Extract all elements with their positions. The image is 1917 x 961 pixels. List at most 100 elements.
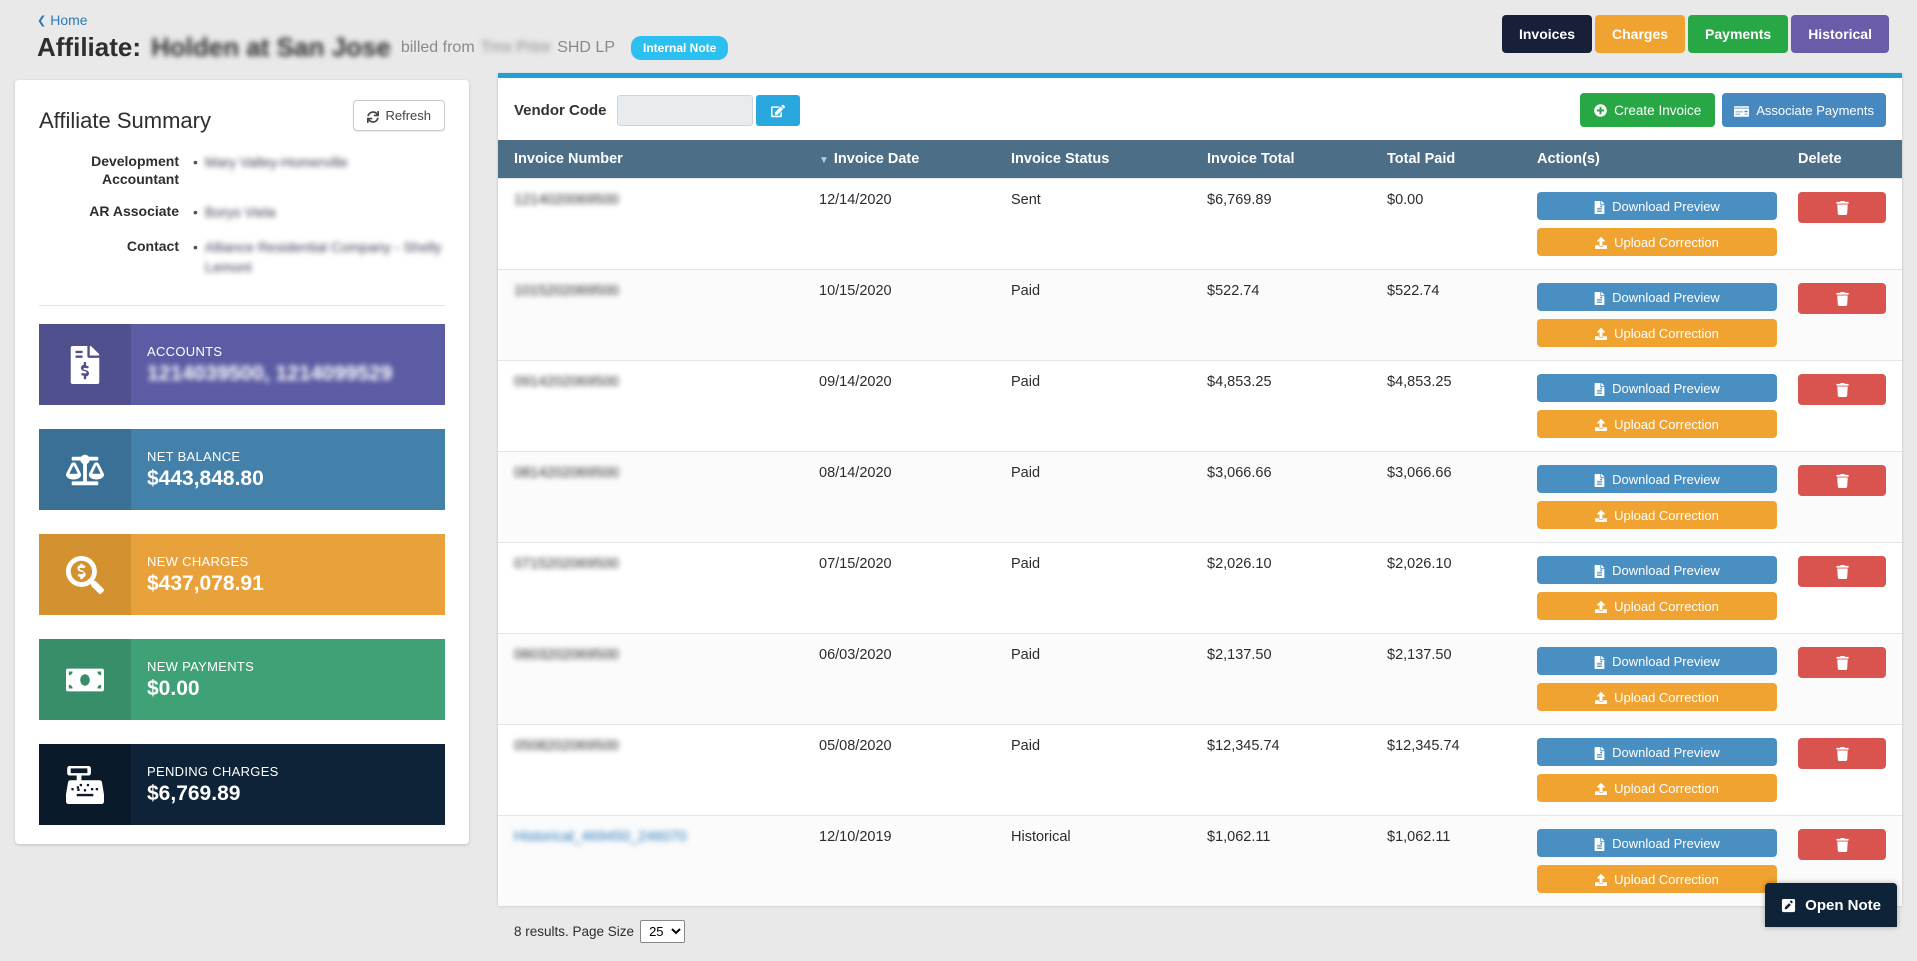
upload-correction-button[interactable]: Upload Correction [1537,592,1777,620]
delete-invoice-button[interactable] [1798,374,1886,405]
invoice-status-cell: Sent [995,178,1191,270]
delete-invoice-button[interactable] [1798,556,1886,587]
field-label: Development Accountant [91,153,179,188]
edit-pencil-icon [770,102,785,117]
file-pdf-icon [1594,380,1605,396]
card-value: $443,848.80 [147,466,264,490]
invoice-date-cell: 08/14/2020 [803,451,995,543]
total-paid-cell: $4,853.25 [1371,360,1521,452]
bullet: • [193,154,198,170]
money-bill-icon [39,639,131,721]
upload-correction-button[interactable]: Upload Correction [1537,865,1777,893]
file-invoice-dollar-icon [39,324,131,406]
col-invoice-total[interactable]: Invoice Total [1191,140,1371,179]
col-invoice-date[interactable]: ▼ Invoice Date [803,140,995,179]
vendor-code-edit-button[interactable] [755,94,800,126]
billed-suffix: SHD LP [557,38,615,56]
invoice-number-link[interactable]: 0508202069500 [514,738,619,754]
download-preview-button[interactable]: Download Preview [1537,283,1777,311]
download-preview-button[interactable]: Download Preview [1537,829,1777,857]
trash-icon [1835,564,1849,580]
trash-icon [1835,473,1849,489]
invoice-status-cell: Paid [995,724,1191,816]
download-preview-label: Download Preview [1612,835,1720,851]
upload-icon [1595,417,1608,432]
upload-correction-button[interactable]: Upload Correction [1537,683,1777,711]
delete-invoice-button[interactable] [1798,283,1886,314]
upload-icon [1595,235,1608,250]
tab-payments[interactable]: Payments [1688,15,1789,53]
table-footer: 8 results. Page Size 25 [498,906,1902,961]
invoice-total-cell: $4,853.25 [1191,360,1371,452]
new-payments-card: NEW PAYMENTS $0.00 [39,639,445,721]
upload-icon [1595,781,1608,796]
download-preview-button[interactable]: Download Preview [1537,738,1777,766]
invoice-number-link[interactable]: Historical_469450_246070 [514,829,687,845]
invoice-number-link[interactable]: 0603202069500 [514,647,619,663]
vendor-code-input[interactable] [616,94,753,126]
upload-correction-button[interactable]: Upload Correction [1537,774,1777,802]
download-preview-button[interactable]: Download Preview [1537,465,1777,493]
invoice-total-cell: $1,062.11 [1191,815,1371,906]
upload-correction-label: Upload Correction [1614,507,1719,523]
invoice-number-link[interactable]: 0914202069500 [514,374,619,390]
col-invoice-number[interactable]: Invoice Number [498,140,803,179]
plus-circle-icon [1594,103,1607,118]
download-preview-button[interactable]: Download Preview [1537,192,1777,220]
invoice-number-link[interactable]: 0814202069500 [514,465,619,481]
table-row: Historical_469450_246070 12/10/2019 Hist… [498,815,1902,906]
upload-correction-button[interactable]: Upload Correction [1537,501,1777,529]
create-invoice-button[interactable]: Create Invoice [1580,93,1716,127]
delete-invoice-button[interactable] [1798,738,1886,769]
card-label: NET BALANCE [147,448,241,464]
invoice-number-link[interactable]: 0715202069500 [514,556,619,572]
bullet: • [193,238,198,255]
invoice-status-cell: Paid [995,542,1191,634]
associate-payments-label: Associate Payments [1756,102,1874,118]
page-size-select[interactable]: 25 [640,920,686,943]
associate-payments-button[interactable]: Associate Payments [1722,93,1886,127]
pending-charges-card: PENDING CHARGES $6,769.89 [39,744,445,826]
results-text: 8 results. Page Size [514,924,635,939]
home-link[interactable]: ❮ Home [37,12,88,28]
invoices-toolbar: Vendor Code Create Invoice Associate Pay… [498,78,1902,140]
refresh-icon [367,108,380,123]
tab-historical[interactable]: Historical [1791,15,1889,53]
invoices-table: Invoice Number ▼ Invoice Date Invoice Sta… [498,140,1902,906]
download-preview-label: Download Preview [1612,198,1720,214]
delete-invoice-button[interactable] [1798,465,1886,496]
summary-title: Affiliate Summary [39,108,211,133]
tab-charges[interactable]: Charges [1595,15,1686,53]
upload-correction-button[interactable]: Upload Correction [1537,228,1777,256]
open-note-button[interactable]: Open Note [1765,883,1897,927]
internal-note-badge[interactable]: Internal Note [630,35,729,60]
tab-invoices[interactable]: Invoices [1501,15,1592,53]
invoice-number-link[interactable]: 1214020069500 [514,192,619,208]
table-row: 0715202069500 07/15/2020 Paid $2,026.10 … [498,542,1902,634]
delete-invoice-button[interactable] [1798,829,1886,860]
col-total-paid[interactable]: Total Paid [1371,140,1521,179]
refresh-button[interactable]: Refresh [353,100,445,131]
field-development-accountant: Development Accountant • Mary Valley-Home… [39,152,445,188]
invoice-total-cell: $2,026.10 [1191,542,1371,634]
home-link-label: Home [50,12,88,28]
affiliate-label: Affiliate: [37,32,141,62]
affiliate-summary-panel: Affiliate Summary Refresh Development Ac… [15,80,469,844]
col-invoice-status[interactable]: Invoice Status [995,140,1191,179]
download-preview-label: Download Preview [1612,744,1720,760]
delete-invoice-button[interactable] [1798,647,1886,678]
download-preview-button[interactable]: Download Preview [1537,556,1777,584]
sort-desc-icon: ▼ [819,155,829,166]
download-preview-label: Download Preview [1612,380,1720,396]
field-value: Mary Valley-Homerville [204,154,348,170]
invoice-number-link[interactable]: 1015202069500 [514,283,619,299]
delete-invoice-button[interactable] [1798,192,1886,223]
net-balance-card: NET BALANCE $443,848.80 [39,429,445,511]
file-pdf-icon [1594,744,1605,760]
upload-correction-button[interactable]: Upload Correction [1537,410,1777,438]
download-preview-button[interactable]: Download Preview [1537,374,1777,402]
download-preview-button[interactable]: Download Preview [1537,647,1777,675]
top-nav: Invoices Charges Payments Historical [1501,15,1889,53]
upload-correction-label: Upload Correction [1614,689,1719,705]
upload-correction-button[interactable]: Upload Correction [1537,319,1777,347]
